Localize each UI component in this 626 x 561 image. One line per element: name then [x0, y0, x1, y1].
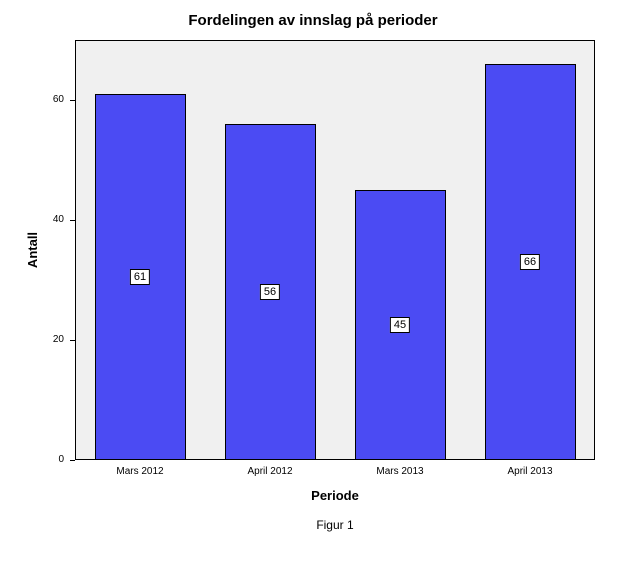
y-tick-mark	[70, 460, 75, 461]
y-tick-mark	[70, 220, 75, 221]
y-tick-label: 40	[0, 214, 64, 225]
figure-container: Fordelingen av innslag på perioder Antal…	[0, 0, 626, 561]
y-tick-label: 60	[0, 94, 64, 105]
x-tick-label: Mars 2013	[376, 466, 423, 477]
bar-value-label: 45	[390, 317, 410, 333]
bar-value-label: 61	[130, 269, 150, 285]
y-tick-label: 0	[0, 454, 64, 465]
figure-caption: Figur 1	[75, 518, 595, 532]
y-tick-mark	[70, 340, 75, 341]
y-tick-mark	[70, 100, 75, 101]
x-tick-label: April 2013	[507, 466, 552, 477]
x-tick-label: April 2012	[247, 466, 292, 477]
x-axis-title: Periode	[75, 488, 595, 503]
y-tick-label: 20	[0, 334, 64, 345]
x-tick-label: Mars 2012	[116, 466, 163, 477]
chart-title: Fordelingen av innslag på perioder	[0, 12, 626, 29]
bar-value-label: 56	[260, 284, 280, 300]
bar-value-label: 66	[520, 254, 540, 270]
